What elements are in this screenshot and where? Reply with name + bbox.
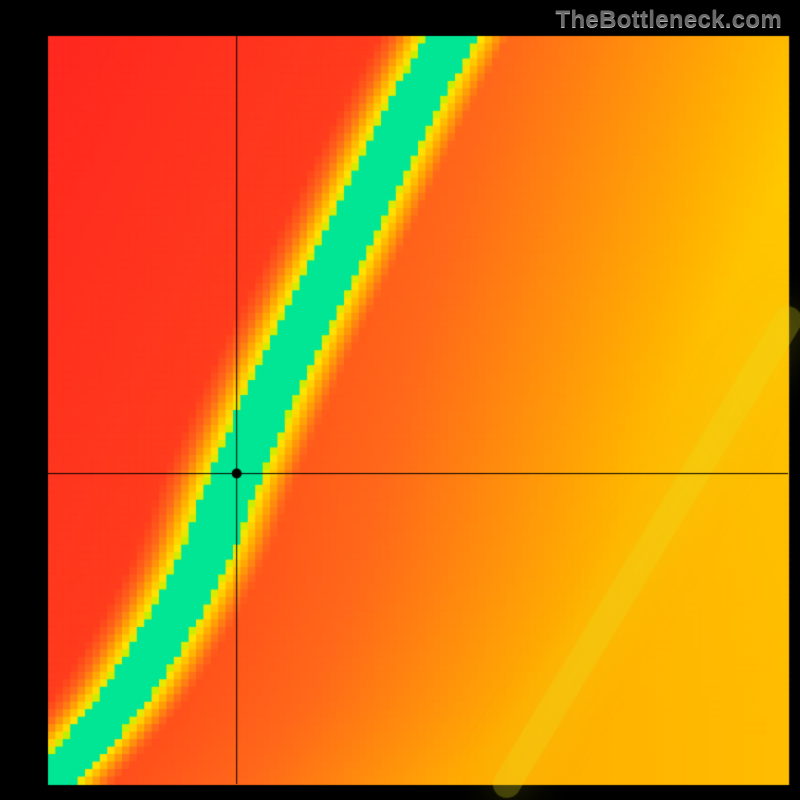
bottleneck-heatmap xyxy=(0,0,800,800)
chart-container: TheBottleneck.com xyxy=(0,0,800,800)
